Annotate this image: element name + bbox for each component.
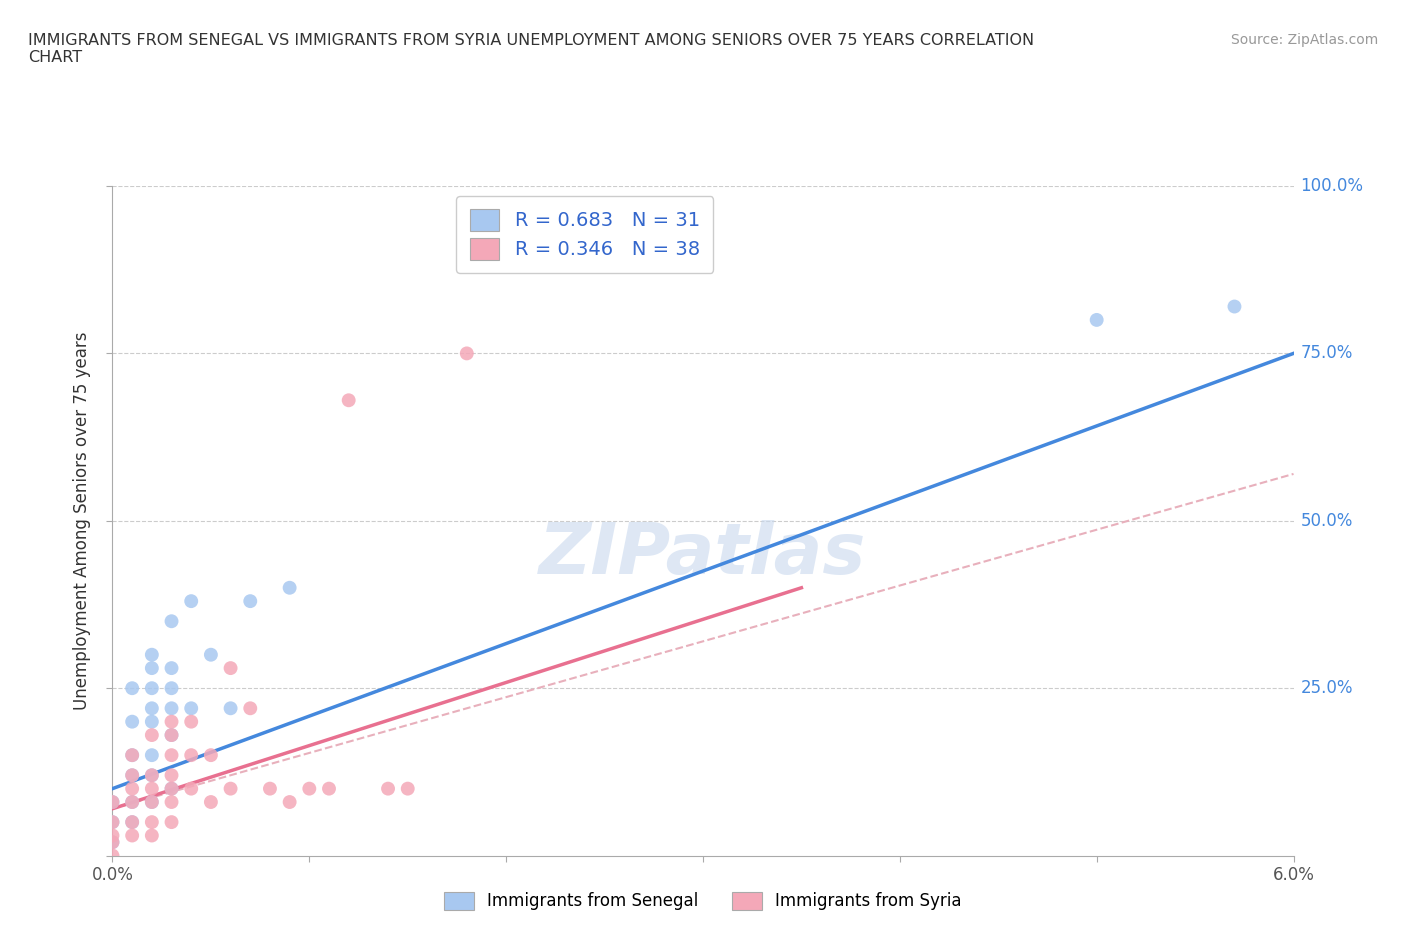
Point [101, 794, 124, 809]
Point [160, 815, 183, 830]
Point [121, 748, 143, 763]
Point [121, 781, 143, 796]
Point [219, 660, 242, 675]
Point [101, 828, 124, 843]
Point [141, 701, 163, 716]
Point [101, 848, 124, 863]
Point [141, 681, 163, 696]
Point [278, 580, 301, 595]
Point [141, 714, 163, 729]
Point [101, 835, 124, 850]
Point [219, 781, 242, 796]
Point [180, 714, 202, 729]
Text: 25.0%: 25.0% [1301, 679, 1353, 698]
Point [141, 794, 163, 809]
Point [141, 768, 163, 783]
Point [160, 714, 183, 729]
Point [298, 781, 321, 796]
Point [121, 714, 143, 729]
Point [121, 748, 143, 763]
Text: IMMIGRANTS FROM SENEGAL VS IMMIGRANTS FROM SYRIA UNEMPLOYMENT AMONG SENIORS OVER: IMMIGRANTS FROM SENEGAL VS IMMIGRANTS FR… [28, 33, 1035, 65]
Point [160, 768, 183, 783]
Text: 100.0%: 100.0% [1301, 177, 1364, 195]
Point [200, 748, 222, 763]
Point [259, 781, 281, 796]
Legend: R = 0.683   N = 31, R = 0.346   N = 38: R = 0.683 N = 31, R = 0.346 N = 38 [457, 195, 713, 273]
Text: ZIPatlas: ZIPatlas [540, 520, 866, 589]
Point [396, 781, 419, 796]
Point [160, 781, 183, 796]
Point [160, 794, 183, 809]
Point [121, 794, 143, 809]
Point [318, 781, 340, 796]
Point [141, 815, 163, 830]
Point [160, 614, 183, 629]
Point [141, 781, 163, 796]
Point [101, 815, 124, 830]
Point [239, 701, 262, 716]
Point [160, 660, 183, 675]
Point [160, 727, 183, 742]
Point [200, 647, 222, 662]
Point [121, 768, 143, 783]
Point [141, 828, 163, 843]
Point [180, 781, 202, 796]
Point [160, 681, 183, 696]
Y-axis label: Unemployment Among Seniors over 75 years: Unemployment Among Seniors over 75 years [73, 332, 91, 710]
Point [456, 346, 478, 361]
Point [180, 701, 202, 716]
Point [160, 781, 183, 796]
Point [337, 392, 360, 407]
Point [141, 660, 163, 675]
Point [141, 768, 163, 783]
Point [121, 794, 143, 809]
Legend: Immigrants from Senegal, Immigrants from Syria: Immigrants from Senegal, Immigrants from… [437, 885, 969, 917]
Point [101, 835, 124, 850]
Point [180, 593, 202, 608]
Point [141, 794, 163, 809]
Point [1223, 299, 1246, 314]
Point [141, 727, 163, 742]
Point [121, 681, 143, 696]
Point [278, 794, 301, 809]
Point [160, 701, 183, 716]
Point [219, 701, 242, 716]
Point [141, 748, 163, 763]
Point [141, 647, 163, 662]
Point [180, 748, 202, 763]
Point [200, 794, 222, 809]
Point [239, 593, 262, 608]
Point [121, 815, 143, 830]
Point [101, 815, 124, 830]
Point [1085, 312, 1108, 327]
Text: Source: ZipAtlas.com: Source: ZipAtlas.com [1230, 33, 1378, 46]
Text: 75.0%: 75.0% [1301, 344, 1353, 363]
Point [121, 828, 143, 843]
Point [160, 727, 183, 742]
Text: 50.0%: 50.0% [1301, 512, 1353, 530]
Point [160, 748, 183, 763]
Point [121, 815, 143, 830]
Point [377, 781, 399, 796]
Point [121, 768, 143, 783]
Point [101, 794, 124, 809]
